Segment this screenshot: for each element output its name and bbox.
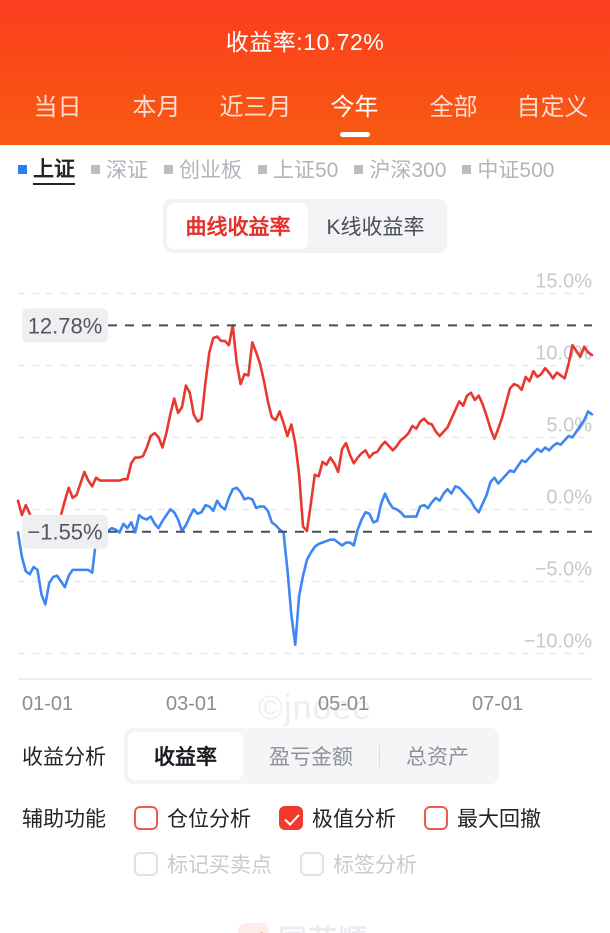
tab-label: 自定义 bbox=[516, 94, 589, 121]
returns-chart: 15.0% 10.0% 5.0% 0.0% −5.0% −10.0% 12.78% −1.55… bbox=[0, 263, 610, 933]
tab-label: 全部 bbox=[429, 94, 478, 121]
checkbox-label: 标记买卖点 bbox=[167, 854, 272, 877]
watermark-brand: 同花顺 bbox=[238, 917, 368, 933]
analysis-row: 收益分析 收益率 盈亏金额 总资产 bbox=[0, 723, 610, 789]
legend-label: 创业板 bbox=[179, 159, 242, 182]
checkbox-checked-icon[interactable] bbox=[279, 806, 303, 830]
segmented-control: 曲线收益率 K线收益率 bbox=[163, 199, 447, 253]
chart-line-series-1 bbox=[16, 410, 594, 647]
tab-label: 近三月 bbox=[219, 94, 292, 121]
checkbox-label: 极值分析 bbox=[312, 808, 396, 831]
x-axis-tick-label: 01-01 bbox=[22, 693, 74, 715]
legend-label: 沪深300 bbox=[369, 159, 447, 182]
checkbox-max-drawdown[interactable]: 最大回撤 bbox=[424, 803, 541, 833]
chart-type-curve-button[interactable]: 曲线收益率 bbox=[167, 203, 309, 249]
app-header: 收益率:10.72% 当日 本月 近三月 今年 全部 自定义 bbox=[0, 0, 610, 145]
y-axis-tick-label: −5.0% bbox=[535, 558, 592, 580]
legend-color-swatch-icon bbox=[462, 164, 472, 174]
checkbox-mark-trades: 标记买卖点 bbox=[134, 849, 272, 879]
y-axis-tick-label: 5.0% bbox=[546, 414, 592, 436]
checkbox-position-analysis[interactable]: 仓位分析 bbox=[134, 803, 251, 833]
analysis-option-assets-button[interactable]: 总资产 bbox=[406, 746, 469, 769]
chart-type-switch: 曲线收益率 K线收益率 bbox=[0, 193, 610, 263]
legend-item-shangzheng[interactable]: 上证 bbox=[10, 153, 83, 185]
legend-label: 上证 bbox=[33, 153, 75, 185]
tab-label: 今年 bbox=[330, 94, 379, 121]
tab-period-4[interactable]: 全部 bbox=[404, 73, 503, 122]
chart-x-axis: 01-01 03-01 05-01 07-01 bbox=[0, 683, 610, 731]
x-axis-tick-label: 05-01 bbox=[318, 693, 370, 715]
legend-color-swatch-icon bbox=[354, 164, 364, 174]
tab-label: 本月 bbox=[132, 94, 181, 121]
y-axis-tick-label: 15.0% bbox=[535, 270, 592, 292]
checkbox-icon[interactable] bbox=[134, 806, 158, 830]
page-title: 收益率:10.72% bbox=[225, 29, 385, 55]
legend-label: 深证 bbox=[106, 159, 148, 182]
y-axis-tick-label: 0.0% bbox=[546, 486, 592, 508]
checkbox-label: 标签分析 bbox=[333, 854, 417, 877]
checkbox-icon bbox=[134, 852, 158, 876]
legend-item-zhongzheng500[interactable]: 中证500 bbox=[454, 154, 562, 184]
aux-functions-block: 辅助功能 仓位分析 极值分析 最大回撤 标记买卖点 标签分析 bbox=[0, 789, 610, 887]
tab-period-3[interactable]: 今年 bbox=[305, 73, 404, 137]
analysis-option-pnl-button[interactable]: 盈亏金额 bbox=[269, 746, 353, 769]
legend-color-swatch-icon bbox=[91, 164, 100, 174]
brand-logo-icon bbox=[238, 922, 269, 933]
period-tabs: 当日 本月 近三月 今年 全部 自定义 bbox=[0, 73, 610, 145]
segment-divider bbox=[379, 745, 380, 767]
tab-period-0[interactable]: 当日 bbox=[8, 73, 107, 122]
legend-item-hushen300[interactable]: 沪深300 bbox=[346, 154, 454, 184]
y-axis-tick-label: 10.0% bbox=[535, 342, 592, 364]
extreme-annotation-label: 12.78% bbox=[28, 313, 103, 338]
index-legend: 上证 深证 创业板 上证50 沪深300 中证500 bbox=[0, 145, 610, 193]
legend-label: 中证500 bbox=[477, 159, 555, 182]
extreme-annotation-max-extreme: 12.78% bbox=[22, 308, 108, 343]
aux-row-2: 标记买卖点 标签分析 bbox=[22, 841, 588, 887]
x-axis-tick-label: 07-01 bbox=[472, 693, 524, 715]
checkbox-icon bbox=[300, 852, 324, 876]
chart-canvas[interactable]: 15.0% 10.0% 5.0% 0.0% −5.0% −10.0% 12.78% −1.55… bbox=[0, 263, 610, 683]
checkbox-tag-analysis: 标签分析 bbox=[300, 849, 417, 879]
legend-color-swatch-icon bbox=[258, 164, 267, 174]
extreme-annotation-label: −1.55% bbox=[27, 520, 102, 545]
checkbox-icon[interactable] bbox=[424, 806, 448, 830]
analysis-segmented-control: 收益率 盈亏金额 总资产 bbox=[124, 728, 499, 784]
legend-item-shenzheng[interactable]: 深证 bbox=[83, 154, 156, 184]
chart-line-series-0 bbox=[16, 324, 594, 534]
checkbox-label: 仓位分析 bbox=[167, 808, 251, 831]
tab-period-2[interactable]: 近三月 bbox=[206, 73, 305, 122]
analysis-option-rate-button[interactable]: 收益率 bbox=[128, 732, 243, 780]
legend-item-chuangyeban[interactable]: 创业板 bbox=[156, 154, 250, 184]
x-axis-tick-label: 03-01 bbox=[166, 693, 218, 715]
legend-label: 上证50 bbox=[273, 159, 339, 182]
tab-label: 当日 bbox=[33, 94, 82, 121]
legend-color-swatch-icon bbox=[18, 164, 27, 174]
legend-item-shangzheng50[interactable]: 上证50 bbox=[250, 154, 346, 184]
checkbox-extreme-analysis[interactable]: 极值分析 bbox=[279, 803, 396, 833]
brand-logo-text: 同花顺 bbox=[278, 917, 368, 933]
aux-functions-label: 辅助功能 bbox=[22, 808, 106, 831]
legend-color-swatch-icon bbox=[164, 164, 173, 174]
aux-row-1: 辅助功能 仓位分析 极值分析 最大回撤 bbox=[22, 795, 588, 841]
analysis-label: 收益分析 bbox=[22, 746, 106, 769]
tab-period-1[interactable]: 本月 bbox=[107, 73, 206, 122]
extreme-annotation-min-extreme: −1.55% bbox=[22, 514, 108, 549]
checkbox-label: 最大回撤 bbox=[457, 808, 541, 831]
tab-active-indicator bbox=[339, 132, 370, 137]
y-axis-tick-label: −10.0% bbox=[524, 630, 593, 652]
chart-type-kline-button[interactable]: K线收益率 bbox=[326, 216, 425, 239]
tab-period-5[interactable]: 自定义 bbox=[503, 73, 602, 122]
